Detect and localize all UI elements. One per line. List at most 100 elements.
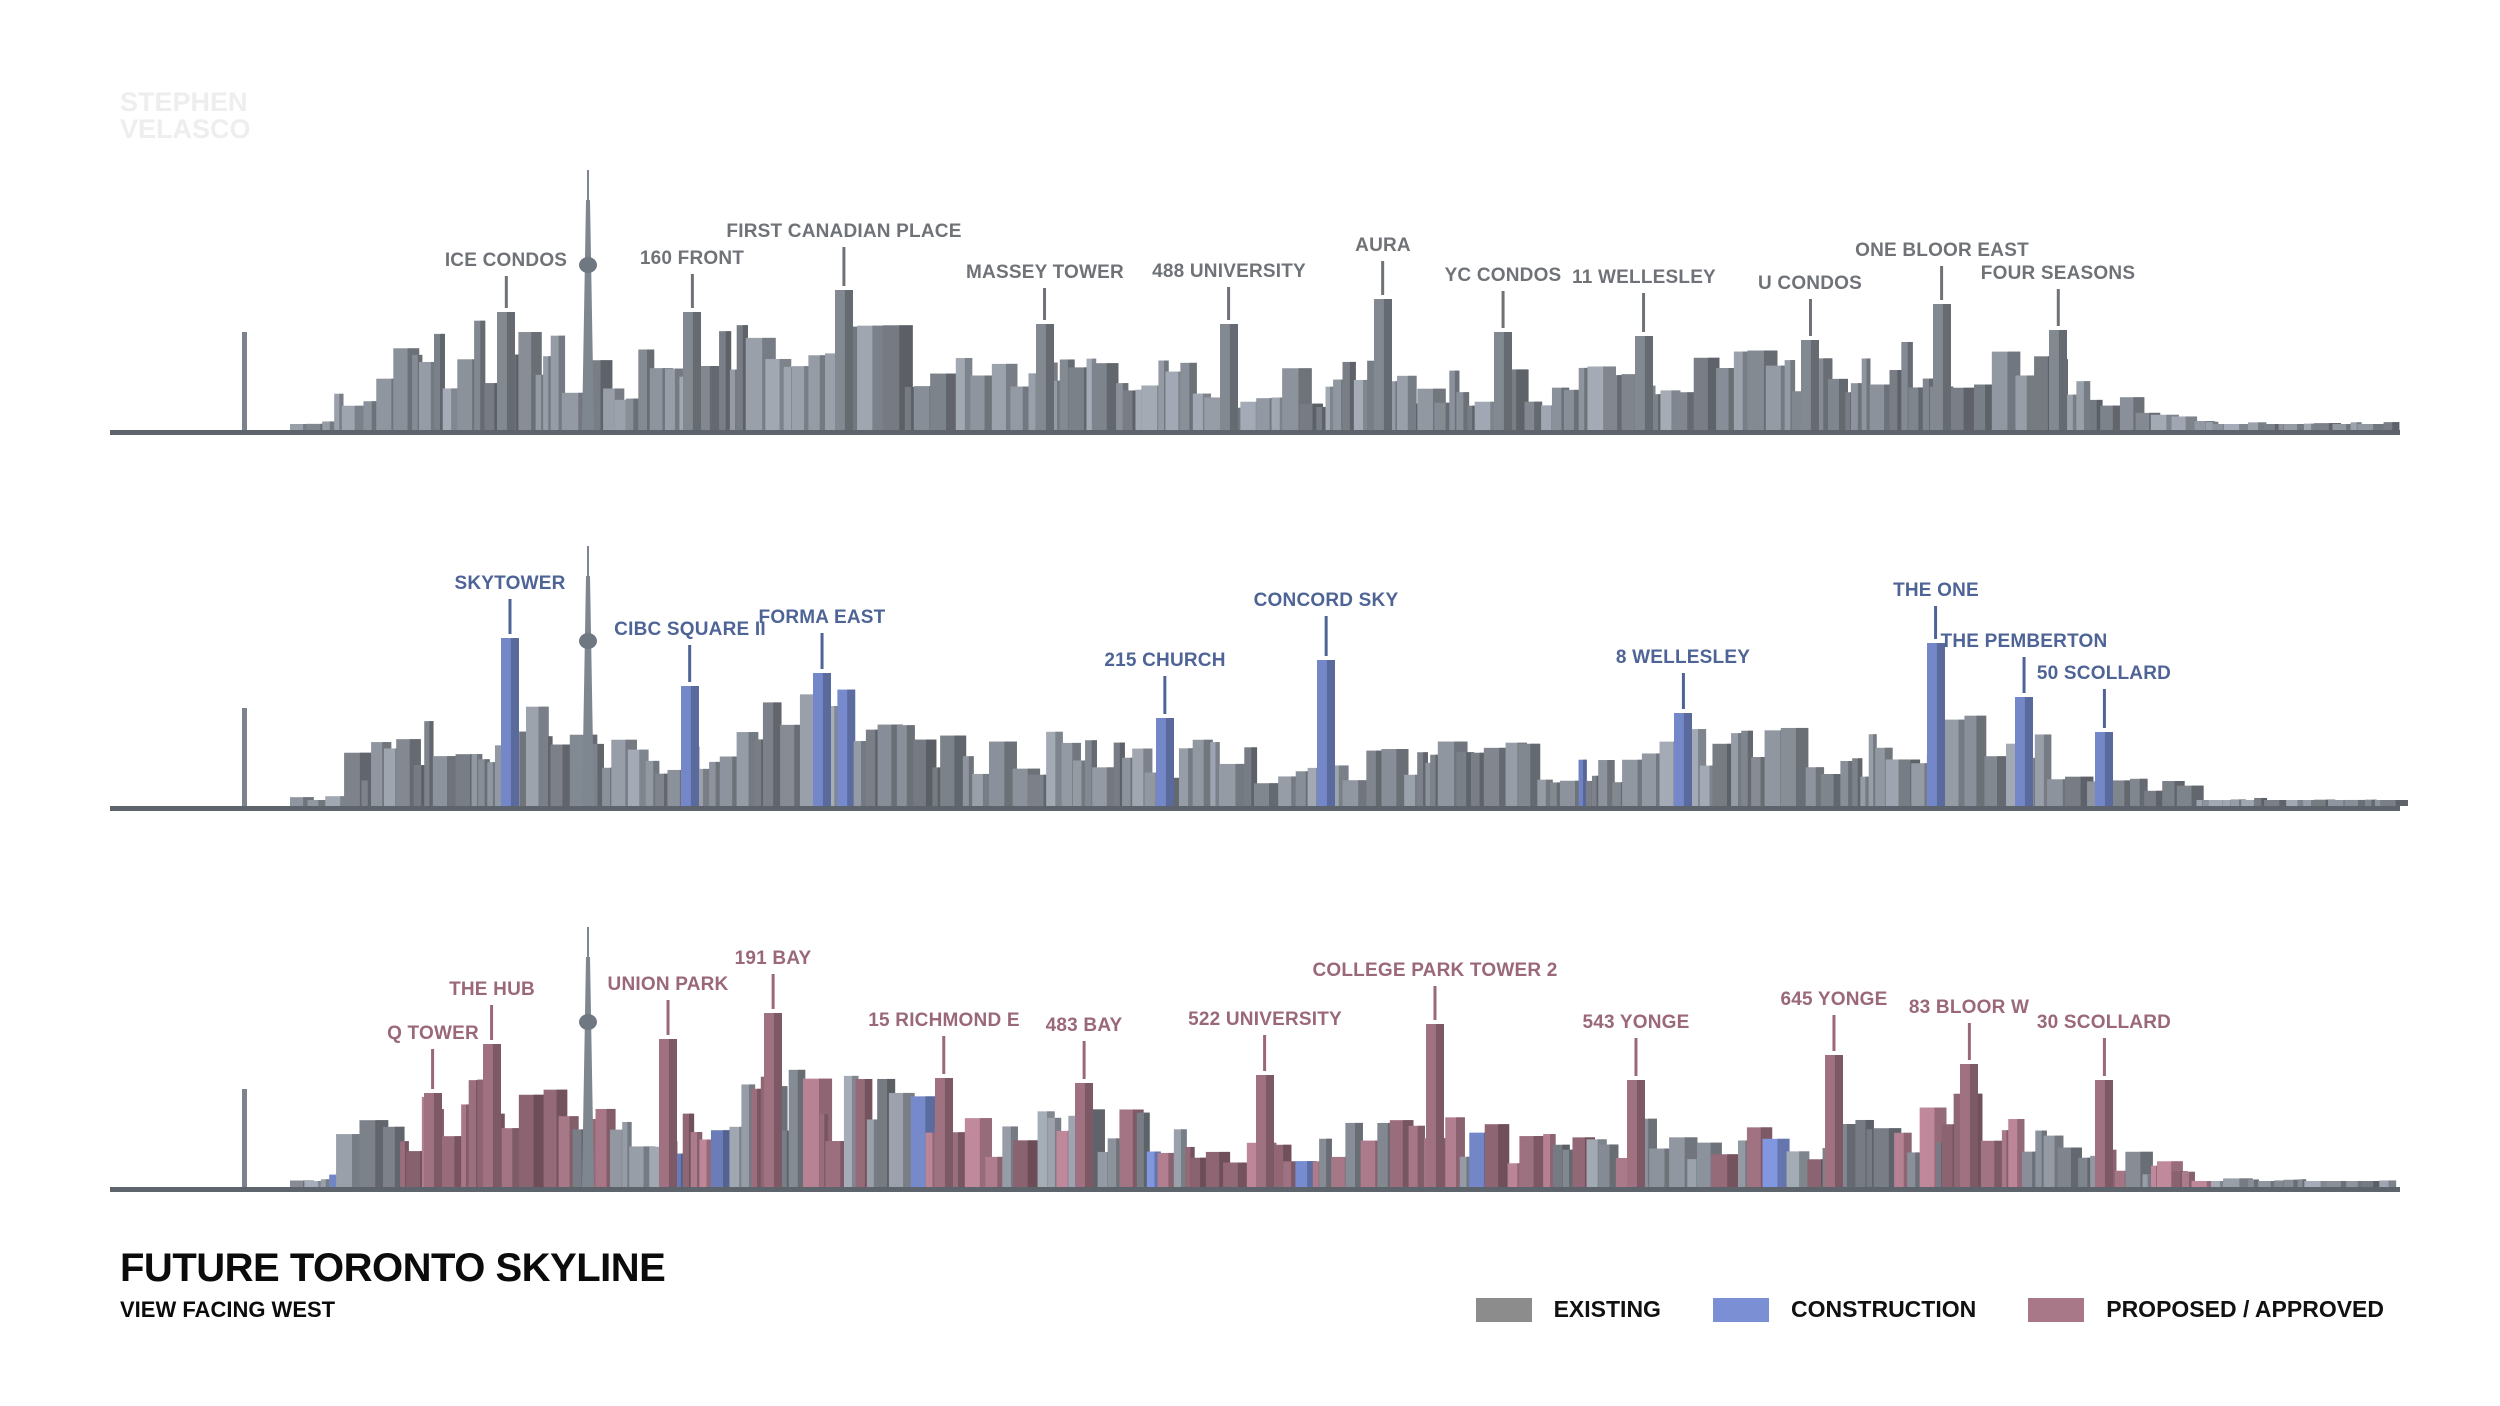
building: [1430, 754, 1440, 806]
callout-forma-east: FORMA EAST: [759, 607, 886, 669]
chimney-stack: [242, 332, 247, 430]
building: [1780, 727, 1809, 806]
callout-label: 522 UNIVERSITY: [1188, 1009, 1342, 1030]
building: [1711, 1154, 1741, 1187]
highlighted-tower-7: [1635, 336, 1653, 430]
building: [1408, 1125, 1425, 1187]
highlighted-tower-0: [497, 312, 515, 430]
callout-leader-line: [2022, 657, 2026, 693]
building: [1731, 733, 1744, 806]
building: [1980, 1140, 2006, 1187]
watermark-logo: STEPHEN VELASCO: [120, 87, 251, 144]
callout-488-university: 488 UNIVERSITY: [1152, 261, 1306, 320]
callout-the-hub: THE HUB: [449, 979, 535, 1040]
skyline-panel-construction: SKYTOWER CIBC SQUARE II FORMA EAST 215 CHUR…: [110, 476, 2408, 836]
callout-label: Q TOWER: [387, 1023, 479, 1044]
watermark-line-2: VELASCO: [120, 114, 251, 144]
building: [1157, 1152, 1178, 1187]
building: [2089, 399, 2103, 430]
callout-leader-line: [1324, 616, 1328, 656]
highlighted-tower-2: [835, 290, 853, 430]
callout-leader-line: [771, 974, 775, 1009]
legend: EXISTING CONSTRUCTION PROPOSED / APPROVE…: [1424, 1296, 2384, 1323]
callout-11-wellesley: 11 WELLESLEY: [1572, 267, 1716, 332]
building: [474, 320, 486, 430]
building: [307, 800, 328, 806]
building: [1828, 378, 1848, 430]
building: [1550, 782, 1563, 806]
building: [363, 401, 379, 430]
building: [1353, 379, 1371, 430]
building: [1136, 1112, 1150, 1187]
highlighted-tower-7: [2015, 697, 2033, 806]
callout-label: MASSEY TOWER: [966, 262, 1124, 283]
building: [2171, 416, 2198, 430]
building: [2380, 800, 2408, 806]
legend-label-existing: EXISTING: [1553, 1296, 1661, 1322]
building: [1820, 773, 1845, 806]
callout-label: COLLEGE PARK TOWER 2: [1312, 960, 1558, 981]
building: [788, 1069, 806, 1187]
building: [1901, 341, 1913, 430]
callout-yc-condos: YC CONDOS: [1445, 265, 1562, 328]
callout-leader-line: [820, 633, 824, 669]
highlighted-tower-1: [483, 1044, 501, 1187]
building: [843, 1075, 859, 1187]
callout-label: 8 WELLESLEY: [1615, 647, 1751, 668]
building: [940, 735, 967, 806]
building: [751, 1088, 762, 1187]
highlighted-tower-8: [1627, 1080, 1645, 1187]
building: [1948, 387, 1976, 430]
building: [1908, 387, 1927, 430]
callout-leader-line: [2102, 1038, 2106, 1076]
legend-item-construction: CONSTRUCTION: [1712, 1296, 1976, 1323]
callout-leader-line: [1642, 293, 1646, 332]
building: [1467, 405, 1477, 430]
highlighted-tower-0: [424, 1093, 442, 1187]
building: [1805, 767, 1825, 806]
building: [719, 331, 732, 430]
building: [2144, 790, 2166, 806]
building: [542, 736, 553, 806]
building: [1190, 1157, 1208, 1187]
callout-label: ONE BLOOR EAST: [1855, 240, 2029, 261]
callout-label: 15 RICHMOND E: [868, 1010, 1020, 1031]
callout-label: CONCORD SKY: [1253, 590, 1399, 611]
building: [2357, 424, 2386, 430]
building: [1660, 390, 1681, 430]
callout-543-yonge: 543 YONGE: [1582, 1012, 1689, 1076]
highlighted-tower-4: [1220, 324, 1238, 430]
building: [1456, 752, 1475, 806]
building: [1860, 776, 1870, 806]
building: [1578, 367, 1589, 430]
building: [904, 386, 917, 430]
skyline-graphic-existing: [110, 170, 2400, 435]
building: [930, 373, 959, 430]
callout-leader-line: [1433, 986, 1437, 1020]
building: [518, 1094, 546, 1187]
callout-leader-line: [508, 599, 512, 634]
building: [2248, 1179, 2259, 1187]
callout-leader-line: [1227, 287, 1231, 320]
building: [2364, 799, 2377, 806]
callout-leader-line: [504, 276, 508, 308]
building: [1562, 1149, 1575, 1187]
callout-leader-line: [1934, 606, 1938, 639]
callout-cibc-square-ii: CIBC SQUARE II: [614, 619, 766, 682]
callout-label: AURA: [1355, 235, 1411, 256]
building: [383, 1126, 405, 1187]
building: [1861, 358, 1871, 430]
building: [2100, 405, 2124, 430]
building: [501, 1128, 522, 1187]
building: [2297, 1179, 2307, 1187]
building: [2383, 422, 2400, 430]
building: [1210, 742, 1220, 806]
building: [2223, 1178, 2253, 1187]
legend-item-existing: EXISTING: [1475, 1296, 1661, 1323]
callout-label: U CONDOS: [1758, 273, 1862, 294]
callout-8-wellesley: 8 WELLESLEY: [1616, 647, 1750, 709]
building: [1013, 1140, 1040, 1187]
building: [550, 744, 573, 806]
building: [736, 325, 748, 430]
building: [442, 388, 459, 430]
